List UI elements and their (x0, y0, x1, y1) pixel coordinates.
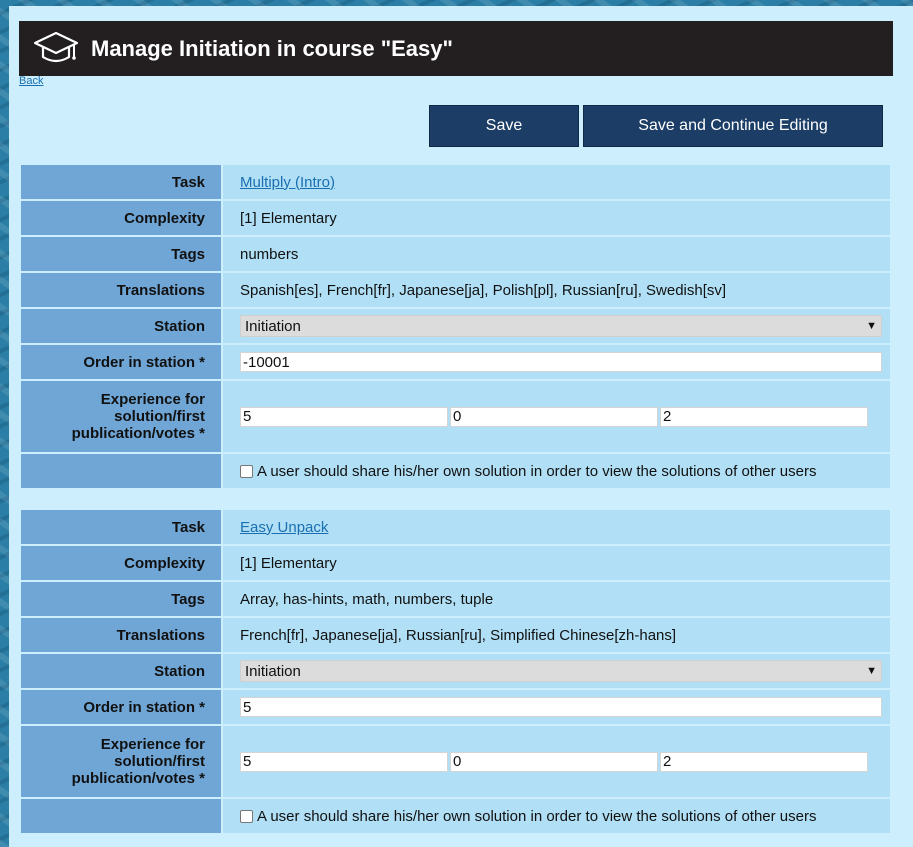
experience-publication-input[interactable]: 0 (450, 751, 658, 772)
experience-votes-input[interactable]: 2 (660, 406, 868, 427)
experience-votes-input[interactable]: 2 (660, 751, 868, 772)
task-form-2: Task Easy Unpack Complexity [1] Elementa… (19, 508, 892, 835)
complexity-label: Complexity (21, 546, 221, 580)
share-solution-label: A user should share his/her own solution… (257, 462, 817, 480)
graduation-cap-icon (33, 31, 79, 62)
experience-label: Experience for solution/first publicatio… (21, 381, 221, 452)
experience-label: Experience for solution/first publicatio… (21, 726, 221, 797)
order-input[interactable]: -10001 (240, 352, 882, 372)
station-label: Station (21, 654, 221, 688)
tags-value: Array, has-hints, math, numbers, tuple (223, 582, 890, 616)
task-label: Task (21, 165, 221, 199)
page-title: Manage Initiation in course "Easy" (91, 35, 453, 61)
translations-label: Translations (21, 618, 221, 652)
experience-solution-input[interactable]: 5 (240, 406, 448, 427)
station-select[interactable]: Initiation ▼ (240, 660, 882, 682)
experience-label-line-1: Experience for (100, 736, 205, 753)
tags-label: Tags (21, 237, 221, 271)
tags-value: numbers (223, 237, 890, 271)
experience-label-line-2: solution/first (114, 753, 205, 770)
order-label: Order in station * (21, 690, 221, 724)
chevron-down-icon: ▼ (866, 665, 877, 677)
experience-label-line-1: Experience for (100, 391, 205, 408)
chevron-down-icon: ▼ (866, 320, 877, 332)
experience-label-line-3: publication/votes * (71, 770, 205, 787)
page-header: Manage Initiation in course "Easy" (19, 21, 893, 76)
complexity-value: [1] Elementary (223, 201, 890, 235)
save-continue-button[interactable]: Save and Continue Editing (583, 105, 883, 147)
back-link[interactable]: Back (19, 75, 44, 87)
experience-publication-input[interactable]: 0 (450, 406, 658, 427)
experience-label-line-3: publication/votes * (71, 425, 205, 442)
page: Manage Initiation in course "Easy" Back … (9, 6, 913, 847)
station-label: Station (21, 309, 221, 343)
station-selected-value: Initiation (245, 662, 301, 680)
save-button[interactable]: Save (429, 105, 579, 147)
translations-value: French[fr], Japanese[ja], Russian[ru], S… (223, 618, 890, 652)
complexity-value: [1] Elementary (223, 546, 890, 580)
order-input[interactable]: 5 (240, 697, 882, 717)
translations-value: Spanish[es], French[fr], Japanese[ja], P… (223, 273, 890, 307)
experience-solution-input[interactable]: 5 (240, 751, 448, 772)
empty-label (21, 454, 221, 488)
task-label: Task (21, 510, 221, 544)
translations-label: Translations (21, 273, 221, 307)
empty-label (21, 799, 221, 833)
station-select[interactable]: Initiation ▼ (240, 315, 882, 337)
task-link[interactable]: Easy Unpack (240, 518, 329, 536)
share-solution-checkbox[interactable] (240, 809, 253, 823)
tags-label: Tags (21, 582, 221, 616)
station-selected-value: Initiation (245, 317, 301, 335)
order-label: Order in station * (21, 345, 221, 379)
task-form-1: Task Multiply (Intro) Complexity [1] Ele… (19, 163, 892, 490)
task-link[interactable]: Multiply (Intro) (240, 173, 336, 191)
share-solution-checkbox[interactable] (240, 464, 253, 478)
complexity-label: Complexity (21, 201, 221, 235)
share-solution-label: A user should share his/her own solution… (257, 807, 817, 825)
experience-label-line-2: solution/first (114, 408, 205, 425)
